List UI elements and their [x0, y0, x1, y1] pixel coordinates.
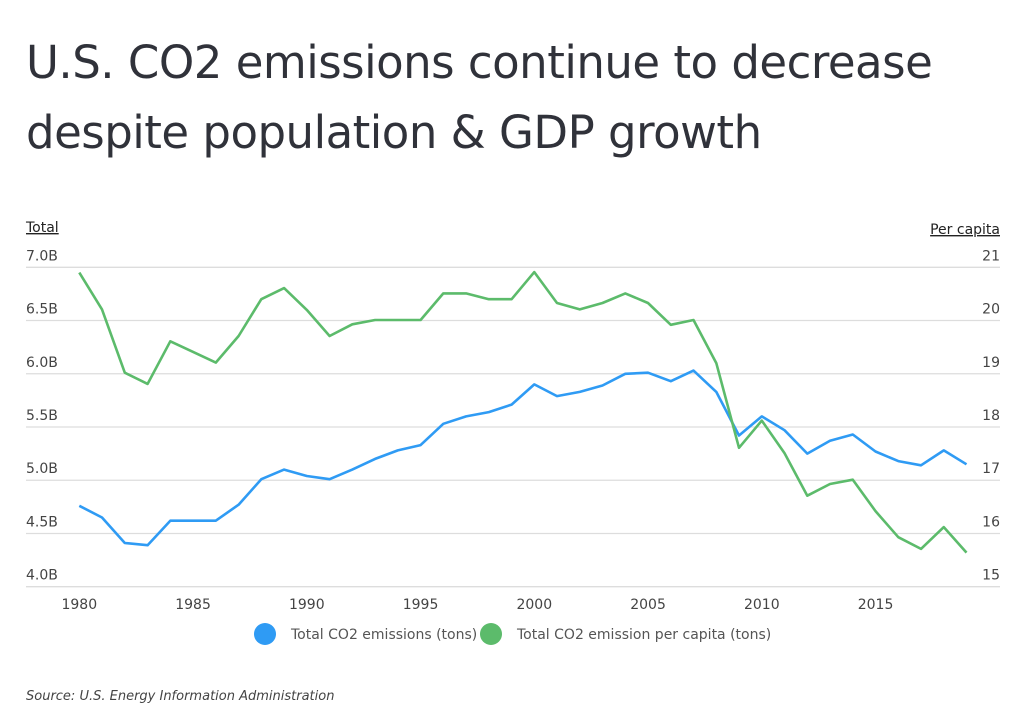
- y-tick-right: 15: [982, 568, 1000, 584]
- legend-label: Total CO2 emissions (tons): [290, 627, 477, 643]
- x-tick: 1980: [61, 597, 97, 613]
- left-axis-label: Total: [25, 220, 59, 236]
- x-tick: 2010: [744, 597, 780, 613]
- x-tick: 1990: [289, 597, 325, 613]
- y-tick-left: 4.5B: [26, 514, 58, 530]
- y-tick-right: 20: [982, 302, 1000, 318]
- x-tick: 2015: [858, 597, 894, 613]
- y-tick-left: 6.5B: [26, 302, 58, 318]
- y-tick-left: 6.0B: [26, 355, 58, 371]
- y-tick-right: 16: [982, 514, 1000, 530]
- total-emissions-line: [78, 369, 968, 547]
- per-capita-line: [78, 270, 968, 554]
- x-tick: 2005: [630, 597, 666, 613]
- y-tick-right: 21: [982, 248, 1000, 264]
- x-tick: 1995: [403, 597, 439, 613]
- legend-marker-icon: [254, 623, 276, 645]
- y-tick-right: 18: [982, 408, 1000, 424]
- x-tick: 2000: [516, 597, 552, 613]
- right-axis-label: Per capita: [930, 222, 1000, 238]
- y-tick-left: 5.0B: [26, 461, 58, 477]
- legend-label: Total CO2 emission per capita (tons): [516, 627, 771, 643]
- x-tick: 1985: [175, 597, 211, 613]
- source-note: Source: U.S. Energy Information Administ…: [26, 689, 335, 704]
- y-tick-left: 4.0B: [26, 568, 58, 584]
- legend-marker-icon: [480, 623, 502, 645]
- y-tick-left: 7.0B: [26, 248, 58, 264]
- chart-title: U.S. CO2 emissions continue to decrease …: [26, 36, 933, 159]
- y-tick-right: 19: [982, 355, 1000, 371]
- y-tick-left: 5.5B: [26, 408, 58, 424]
- y-tick-right: 17: [982, 461, 1000, 477]
